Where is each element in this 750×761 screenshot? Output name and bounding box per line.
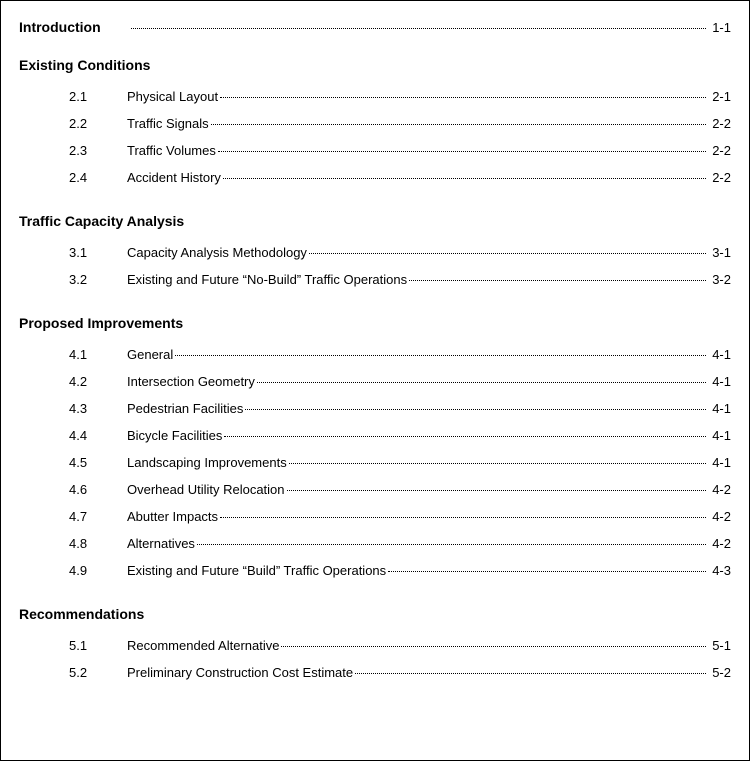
toc-entry-page: 5-2 [712, 666, 731, 679]
toc-entry: 4.6 Overhead Utility Relocation 4-2 [19, 476, 731, 503]
toc-leader [175, 355, 706, 356]
toc-page: Introduction 1-1 Existing Conditions 2.1… [0, 0, 750, 761]
toc-leader [309, 253, 706, 254]
toc-entry: 2.3 Traffic Volumes 2-2 [19, 137, 731, 164]
toc-entry: 2.1 Physical Layout 2-1 [19, 83, 731, 110]
toc-entry-title: Alternatives [127, 537, 197, 550]
toc-leader [223, 178, 706, 179]
toc-entry-num: 4.3 [19, 402, 127, 415]
toc-entry-num: 4.2 [19, 375, 127, 388]
toc-entry: 3.2 Existing and Future “No-Build” Traff… [19, 266, 731, 293]
toc-entry: 5.1 Recommended Alternative 5-1 [19, 632, 731, 659]
toc-leader [409, 280, 706, 281]
toc-entry-title: Intersection Geometry [127, 375, 257, 388]
toc-entry-num: 2.4 [19, 171, 127, 184]
toc-entry-page: 4-1 [712, 429, 731, 442]
toc-entry-title: Preliminary Construction Cost Estimate [127, 666, 355, 679]
toc-entry-title: Pedestrian Facilities [127, 402, 245, 415]
toc-entry-page: 4-1 [712, 456, 731, 469]
toc-entry: 4.1 General 4-1 [19, 341, 731, 368]
toc-entry: 4.3 Pedestrian Facilities 4-1 [19, 395, 731, 422]
toc-leader [131, 28, 707, 29]
toc-leader [224, 436, 706, 437]
toc-entry: 2.4 Accident History 2-2 [19, 164, 731, 191]
toc-entry: 3.1 Capacity Analysis Methodology 3-1 [19, 239, 731, 266]
toc-entry-page: 4-2 [712, 537, 731, 550]
toc-entry-num: 4.4 [19, 429, 127, 442]
toc-leader [281, 646, 706, 647]
toc-entry: 4.5 Landscaping Improvements 4-1 [19, 449, 731, 476]
toc-entry-title: Bicycle Facilities [127, 429, 224, 442]
toc-entry-title: Capacity Analysis Methodology [127, 246, 309, 259]
toc-entry: 4.2 Intersection Geometry 4-1 [19, 368, 731, 395]
toc-entry-page: 3-2 [712, 273, 731, 286]
toc-entry-num: 4.9 [19, 564, 127, 577]
toc-entry-page: 2-2 [712, 144, 731, 157]
toc-section-heading: Proposed Improvements [19, 315, 731, 331]
toc-entry-title: Landscaping Improvements [127, 456, 289, 469]
toc-entry: 4.8 Alternatives 4-2 [19, 530, 731, 557]
toc-entry: 5.2 Preliminary Construction Cost Estima… [19, 659, 731, 686]
toc-entry-page: 4-1 [712, 348, 731, 361]
toc-entry-num: 2.1 [19, 90, 127, 103]
toc-entry-page: 4-2 [712, 483, 731, 496]
toc-entry: 4.7 Abutter Impacts 4-2 [19, 503, 731, 530]
toc-section-heading: Existing Conditions [19, 57, 731, 73]
toc-entry-title: Traffic Volumes [127, 144, 218, 157]
toc-entry-title: Existing and Future “Build” Traffic Oper… [127, 564, 388, 577]
toc-leader [355, 673, 706, 674]
toc-entry-page: 2-1 [712, 90, 731, 103]
toc-entry-num: 5.1 [19, 639, 127, 652]
toc-leader [388, 571, 706, 572]
toc-entry-page: 4-1 [712, 375, 731, 388]
toc-entry-num: 4.1 [19, 348, 127, 361]
toc-entry-title: Abutter Impacts [127, 510, 220, 523]
toc-intro-title: Introduction [19, 19, 131, 35]
toc-entry-title: Overhead Utility Relocation [127, 483, 287, 496]
toc-entry: 2.2 Traffic Signals 2-2 [19, 110, 731, 137]
toc-intro-row: Introduction 1-1 [19, 19, 731, 35]
toc-entry-page: 5-1 [712, 639, 731, 652]
toc-entry-num: 4.7 [19, 510, 127, 523]
toc-leader [211, 124, 707, 125]
toc-section-heading: Traffic Capacity Analysis [19, 213, 731, 229]
toc-intro-page: 1-1 [712, 20, 731, 35]
toc-leader [289, 463, 707, 464]
toc-entry-num: 4.8 [19, 537, 127, 550]
toc-entry-num: 3.2 [19, 273, 127, 286]
toc-entry-page: 2-2 [712, 117, 731, 130]
toc-entry-num: 2.2 [19, 117, 127, 130]
toc-entry-title: Recommended Alternative [127, 639, 281, 652]
toc-section-heading: Recommendations [19, 606, 731, 622]
toc-entry-num: 4.5 [19, 456, 127, 469]
toc-leader [218, 151, 706, 152]
toc-leader [245, 409, 706, 410]
toc-entry-page: 3-1 [712, 246, 731, 259]
toc-entry-page: 4-2 [712, 510, 731, 523]
toc-leader [257, 382, 706, 383]
toc-entry-num: 5.2 [19, 666, 127, 679]
toc-entry-title: General [127, 348, 175, 361]
toc-entry-page: 4-3 [712, 564, 731, 577]
toc-entry-num: 2.3 [19, 144, 127, 157]
toc-entry: 4.4 Bicycle Facilities 4-1 [19, 422, 731, 449]
toc-leader [197, 544, 706, 545]
toc-leader [220, 517, 706, 518]
toc-entry-num: 4.6 [19, 483, 127, 496]
toc-entry-title: Traffic Signals [127, 117, 211, 130]
toc-leader [287, 490, 707, 491]
toc-entry-title: Physical Layout [127, 90, 220, 103]
toc-entry-num: 3.1 [19, 246, 127, 259]
toc-leader [220, 97, 706, 98]
toc-entry-page: 2-2 [712, 171, 731, 184]
toc-entry: 4.9 Existing and Future “Build” Traffic … [19, 557, 731, 584]
toc-entry-title: Existing and Future “No-Build” Traffic O… [127, 273, 409, 286]
toc-entry-page: 4-1 [712, 402, 731, 415]
toc-entry-title: Accident History [127, 171, 223, 184]
